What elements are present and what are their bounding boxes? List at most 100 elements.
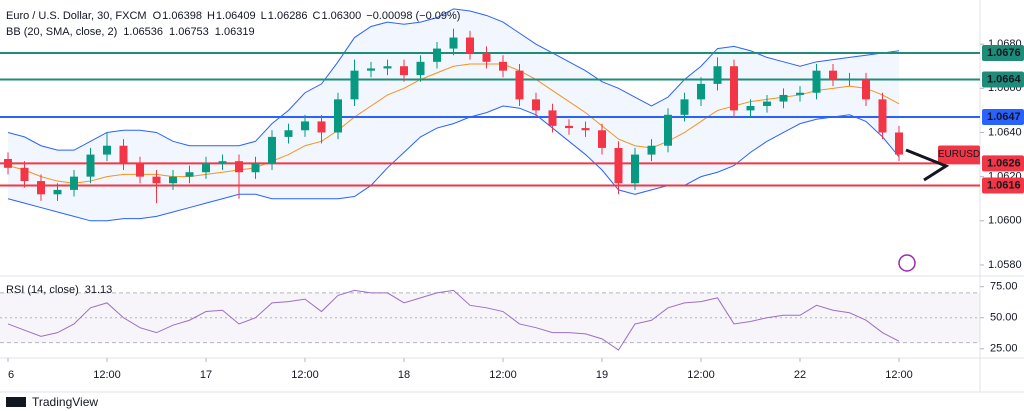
level-label-bg: [982, 44, 1024, 61]
candle-body: [334, 99, 342, 133]
ohlc-key: O: [153, 10, 162, 22]
candle-body: [53, 189, 62, 195]
change: −0.00098 (−0.09%): [366, 10, 460, 22]
candle-body: [482, 52, 491, 62]
candle-body: [235, 161, 243, 173]
legend: Euro / U.S. Dollar, 30, FXCM BB (20, SMA…: [6, 10, 460, 296]
candle-body: [862, 79, 870, 100]
rsi-line: [7, 289, 900, 351]
ohlc-value: 1.06409: [216, 10, 256, 22]
candle-body: [152, 176, 161, 184]
candle-body: [598, 130, 606, 148]
symbol: Euro / U.S. Dollar, 30, FXCM: [6, 10, 147, 22]
ohlc-key: L: [261, 10, 267, 22]
candle-body: [878, 99, 887, 133]
candle-body: [202, 163, 210, 173]
rsi-value: 31.13: [85, 284, 113, 296]
candle-body: [730, 66, 738, 111]
candle-body: [845, 79, 854, 81]
candle-body: [697, 83, 705, 100]
x-tick-label: 12:00: [885, 369, 913, 381]
candle-body: [796, 92, 804, 95]
tradingview-logo: TradingView: [6, 395, 98, 409]
candle-body: [218, 161, 227, 164]
bb-value: 1.06319: [215, 26, 255, 38]
level-label-bg: [982, 71, 1024, 88]
y-tick-label: 1.0600: [988, 215, 1022, 227]
level-label: 1.0626: [987, 157, 1021, 169]
rsi-tick-label: 75.00: [990, 281, 1018, 293]
ohlc-key: C: [313, 10, 321, 22]
ohlc-value: 1.06398: [162, 10, 202, 22]
x-tick-label: 12:00: [687, 369, 715, 381]
x-tick-label: 22: [794, 369, 806, 381]
candle-body: [746, 105, 755, 111]
candle-body: [251, 163, 260, 173]
rsi-name: RSI (14, close): [6, 284, 79, 296]
candle-body: [103, 145, 111, 155]
candle-body: [136, 163, 144, 177]
candle-body: [185, 172, 194, 177]
candle-body: [763, 101, 771, 106]
arrow: [905, 148, 950, 182]
candle-body: [614, 147, 623, 184]
candle-body: [631, 154, 639, 184]
candle-body: [20, 167, 29, 182]
rsi-tick-label: 50.00: [990, 312, 1018, 324]
level-label: 1.0664: [987, 73, 1022, 85]
candle-body: [548, 110, 557, 126]
level-label-bg: [982, 109, 1024, 126]
x-tick-label: 12:00: [489, 369, 517, 381]
footer-text: TradingView: [32, 395, 98, 409]
candle-body: [169, 176, 177, 184]
candle-body: [317, 121, 326, 133]
candle-body: [284, 130, 293, 137]
candle-body: [70, 176, 78, 190]
candle-body: [449, 37, 458, 49]
level-label: 1.0616: [987, 179, 1021, 191]
candle-body: [4, 158, 12, 168]
ohlc-value: 1.06300: [322, 10, 362, 22]
rsi-tick-label: 25.00: [990, 343, 1018, 355]
candle-body: [664, 114, 672, 146]
x-tick-label: 17: [200, 369, 212, 381]
candle-body: [565, 125, 573, 129]
marks: 1.05801.06001.06201.06401.06601.06801.06…: [0, 8, 1024, 381]
x-tick-label: 12:00: [93, 369, 121, 381]
candle-body: [416, 61, 425, 76]
x-tick-label: 12:00: [291, 369, 319, 381]
level-label-bg: [982, 155, 1024, 172]
alert-icon: [898, 254, 916, 272]
candle-body: [680, 99, 689, 115]
bb-fill: [8, 8, 899, 221]
bb-lower: [7, 105, 900, 222]
candle-body: [37, 181, 45, 195]
candle-body: [647, 145, 656, 155]
y-tick-label: 1.0580: [988, 259, 1022, 271]
level-label: 1.0676: [987, 47, 1021, 59]
candle-body: [119, 145, 128, 164]
candle-body: [779, 94, 788, 102]
y-tick-label: 1.0640: [988, 126, 1022, 138]
candle-body: [268, 136, 276, 164]
bb-name: BB (20, SMA, close, 2): [6, 26, 117, 38]
candle-body: [350, 70, 359, 100]
candle-body: [581, 128, 590, 131]
x-tick-label: 18: [398, 369, 410, 381]
symbol-tag-bg: [938, 145, 980, 164]
candle-body: [829, 70, 837, 80]
x-tick-label: 6: [8, 369, 14, 381]
candle-body: [367, 68, 375, 71]
candle-body: [301, 121, 309, 131]
logo-mark: [6, 397, 26, 407]
candle-body: [713, 66, 722, 84]
level-label: 1.0647: [987, 111, 1021, 123]
level-label-bg: [982, 177, 1024, 194]
candle-body: [400, 66, 408, 76]
candle-body: [532, 99, 540, 111]
candle-body: [812, 70, 821, 93]
candle-body: [895, 132, 903, 155]
candle-body: [515, 70, 524, 100]
candle-body: [466, 37, 474, 53]
